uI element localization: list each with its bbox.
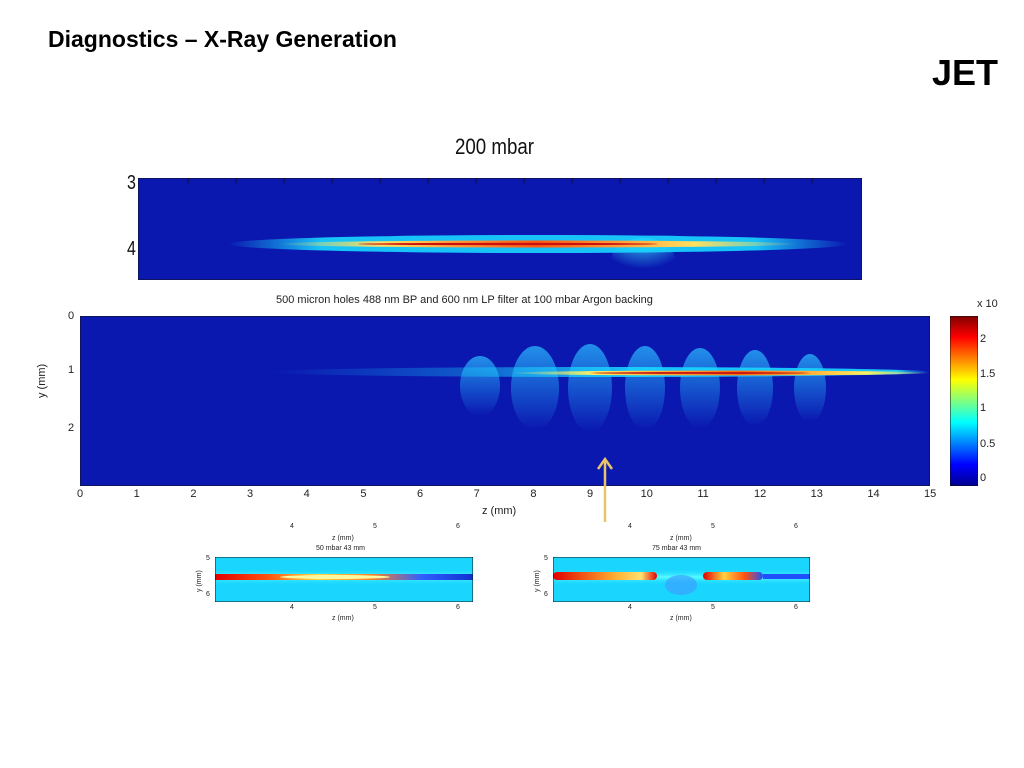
plot2-xtick-1: 1 — [133, 488, 140, 500]
plot3-heatmap — [215, 557, 473, 602]
plot3-xtick-5: 5 — [373, 604, 377, 611]
plot4-heatmap — [553, 557, 810, 602]
plot2-xtick-2: 2 — [190, 488, 197, 500]
plot2-xtick-9: 9 — [587, 488, 594, 500]
plot3-top-xtick-6: 6 — [456, 523, 460, 530]
plot2-title: 500 micron holes 488 nm BP and 600 nm LP… — [276, 294, 653, 306]
plot3-top-xlabel: z (mm) — [332, 535, 354, 542]
colorbar-tick-0: 0 — [980, 472, 987, 484]
plot3-top-xtick-4: 4 — [290, 523, 294, 530]
plot1-heatmap — [138, 178, 862, 280]
plot1-ytick-4: 4 — [127, 238, 136, 260]
plot2-xtick-12: 12 — [754, 488, 767, 500]
plot2-xtick-5: 5 — [360, 488, 367, 500]
plot4-xtick-4: 4 — [628, 604, 632, 611]
plot2-xtick-13: 13 — [810, 488, 823, 500]
plot2-xlabel: z (mm) — [482, 505, 517, 517]
plot2-xtick-8: 8 — [530, 488, 537, 500]
plot1-title: 200 mbar — [455, 134, 535, 159]
plot4-ylabel: y (mm) — [534, 570, 541, 592]
plot1-ytick-3: 3 — [127, 172, 136, 194]
colorbar-tick-1.5: 1.5 — [980, 368, 996, 380]
plot3-ylabel: y (mm) — [196, 570, 203, 592]
plot2-xtick-0: 0 — [77, 488, 84, 500]
plot4-xtick-6: 6 — [794, 604, 798, 611]
plot2-heatmap — [80, 316, 930, 486]
plot2-ytick-1: 1 — [68, 364, 75, 376]
slide-title: Diagnostics – X-Ray Generation — [48, 26, 397, 52]
plot3-ytick-6: 6 — [206, 591, 210, 598]
jet-logo-text: JET — [932, 52, 999, 93]
plot3-xlabel: z (mm) — [332, 615, 354, 622]
colorbar-tick-1: 1 — [980, 402, 987, 414]
plot4-title: 75 mbar 43 mm — [652, 545, 702, 552]
plot3-title: 50 mbar 43 mm — [316, 545, 366, 552]
plot2-xtick-3: 3 — [247, 488, 254, 500]
plot2-xtick-11: 11 — [697, 488, 709, 500]
plot4-top-xtick-4: 4 — [628, 523, 632, 530]
colorbar-multiplier: x 10 — [977, 298, 998, 310]
plot4-top-xlabel: z (mm) — [670, 535, 692, 542]
plot4-ytick-5: 5 — [544, 555, 548, 562]
plot2-ylabel: y (mm) — [36, 363, 48, 398]
plot3-ytick-5: 5 — [206, 555, 210, 562]
plot2-ytick-0: 0 — [68, 310, 75, 322]
plot2-xtick-14: 14 — [867, 488, 880, 500]
colorbar-tick-0.5: 0.5 — [980, 438, 996, 450]
plot2-xtick-15: 15 — [924, 488, 937, 500]
plot4-top-xtick-5: 5 — [711, 523, 715, 530]
plot3-xtick-6: 6 — [456, 604, 460, 611]
plot4-xtick-5: 5 — [711, 604, 715, 611]
plot2-xtick-10: 10 — [640, 488, 653, 500]
plot4-top-xtick-6: 6 — [794, 523, 798, 530]
plot2-colorbar — [950, 316, 978, 486]
colorbar-tick-2: 2 — [980, 333, 987, 345]
plot3-top-xtick-5: 5 — [373, 523, 377, 530]
plot2-xtick-4: 4 — [303, 488, 310, 500]
plot2-xtick-6: 6 — [417, 488, 424, 500]
plot4-xlabel: z (mm) — [670, 615, 692, 622]
plot4-ytick-6: 6 — [544, 591, 548, 598]
arrow-annotation — [596, 456, 614, 522]
plot3-xtick-4: 4 — [290, 604, 294, 611]
plot2-xtick-7: 7 — [473, 488, 480, 500]
plot2-ytick-2: 2 — [68, 422, 75, 434]
